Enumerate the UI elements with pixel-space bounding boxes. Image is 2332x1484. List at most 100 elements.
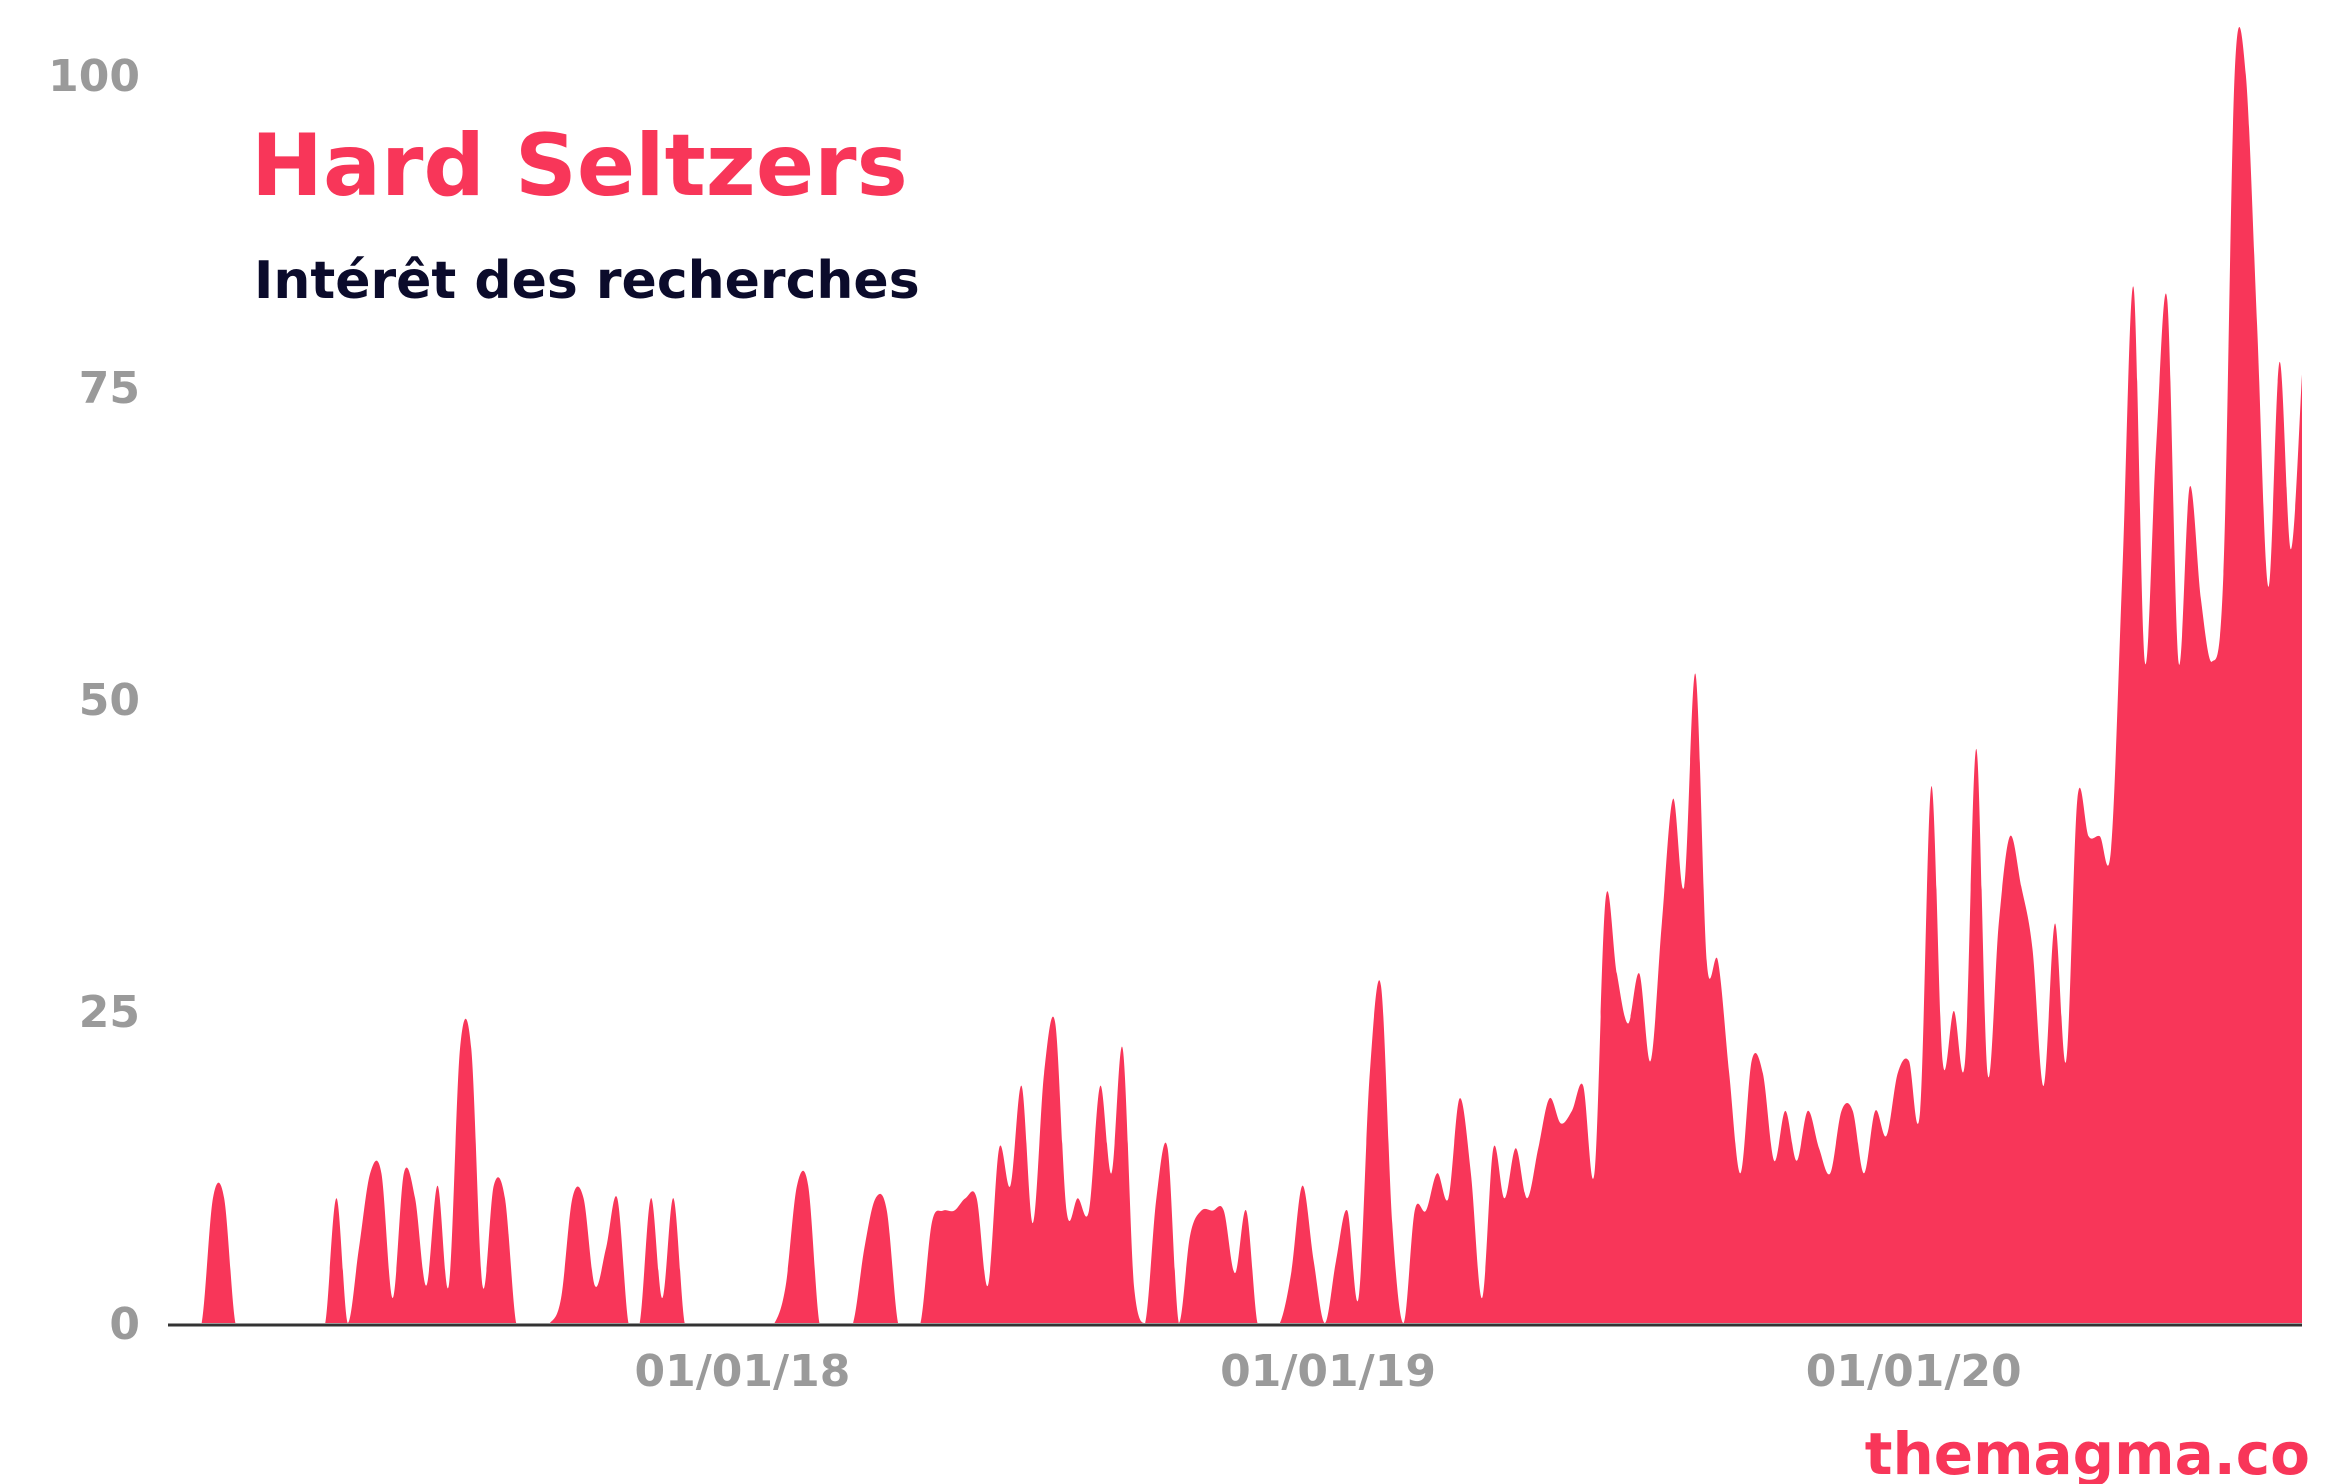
data-point bbox=[1312, 1259, 1316, 1263]
interest-area bbox=[168, 26, 2302, 1323]
data-point bbox=[1345, 1209, 1349, 1213]
data-point bbox=[2278, 360, 2282, 364]
data-point bbox=[1693, 672, 1697, 676]
data-point bbox=[1491, 1146, 1495, 1150]
data-point bbox=[806, 1184, 810, 1188]
data-point bbox=[2176, 660, 2180, 664]
data-point bbox=[1986, 1071, 1990, 1075]
data-point bbox=[1604, 897, 1608, 901]
data-point bbox=[1828, 1171, 1832, 1175]
data-point bbox=[2188, 485, 2192, 489]
data-point bbox=[874, 1196, 878, 1200]
data-point bbox=[1929, 784, 1933, 788]
data-point bbox=[1705, 959, 1709, 963]
data-point bbox=[1121, 1046, 1125, 1050]
data-point bbox=[1357, 1296, 1361, 1300]
data-point bbox=[1884, 1134, 1888, 1138]
data-point bbox=[379, 1171, 383, 1175]
data-point bbox=[1076, 1196, 1080, 1200]
data-point bbox=[2087, 834, 2091, 838]
data-point bbox=[795, 1184, 799, 1188]
x-tick-label: 01/01/19 bbox=[1220, 1346, 1436, 1397]
data-point bbox=[1188, 1234, 1192, 1238]
data-point bbox=[2221, 572, 2225, 576]
data-point bbox=[2053, 922, 2057, 926]
data-point bbox=[2042, 1084, 2046, 1088]
data-point bbox=[1244, 1209, 1248, 1213]
data-point bbox=[1817, 1146, 1821, 1150]
data-point bbox=[436, 1184, 440, 1188]
data-point bbox=[649, 1196, 653, 1200]
data-point bbox=[593, 1284, 597, 1288]
data-point bbox=[1649, 1059, 1653, 1063]
chart-title: Hard Seltzers bbox=[251, 116, 908, 216]
data-point bbox=[1581, 1084, 1585, 1088]
data-point bbox=[1166, 1146, 1170, 1150]
data-point bbox=[492, 1184, 496, 1188]
data-point bbox=[447, 1284, 451, 1288]
data-point bbox=[1042, 1071, 1046, 1075]
data-point bbox=[458, 1046, 462, 1050]
data-point bbox=[1536, 1146, 1540, 1150]
data-point bbox=[975, 1196, 979, 1200]
data-point bbox=[1873, 1109, 1877, 1113]
data-point bbox=[1637, 972, 1641, 976]
data-point bbox=[1065, 1209, 1069, 1213]
data-point bbox=[1458, 1096, 1462, 1100]
data-point bbox=[1334, 1259, 1338, 1263]
data-point bbox=[1031, 1221, 1035, 1225]
data-point bbox=[1896, 1071, 1900, 1075]
data-point bbox=[2233, 73, 2237, 77]
data-point bbox=[986, 1284, 990, 1288]
data-point bbox=[1783, 1109, 1787, 1113]
data-point bbox=[963, 1196, 967, 1200]
data-point bbox=[1300, 1184, 1304, 1188]
data-point bbox=[1424, 1209, 1428, 1213]
data-point bbox=[1435, 1171, 1439, 1175]
chart-subtitle: Intérêt des recherches bbox=[254, 251, 920, 311]
y-tick-label: 25 bbox=[79, 987, 140, 1038]
data-point bbox=[1952, 1009, 1956, 1013]
data-point bbox=[1525, 1196, 1529, 1200]
data-point bbox=[2019, 884, 2023, 888]
data-point bbox=[1368, 1071, 1372, 1075]
data-point bbox=[1446, 1196, 1450, 1200]
data-point bbox=[503, 1196, 507, 1200]
data-point bbox=[2255, 323, 2259, 327]
data-point bbox=[1559, 1121, 1563, 1125]
data-point bbox=[1547, 1096, 1551, 1100]
data-point bbox=[1682, 884, 1686, 888]
data-point bbox=[391, 1296, 395, 1300]
data-point bbox=[1211, 1209, 1215, 1213]
data-point bbox=[1570, 1109, 1574, 1113]
data-point bbox=[1738, 1171, 1742, 1175]
data-point bbox=[1918, 1109, 1922, 1113]
data-point bbox=[2064, 1059, 2068, 1063]
data-point bbox=[222, 1196, 226, 1200]
data-point bbox=[1997, 922, 2001, 926]
data-point bbox=[1750, 1059, 1754, 1063]
data-point bbox=[368, 1171, 372, 1175]
data-point bbox=[2199, 597, 2203, 601]
y-tick-label: 0 bbox=[109, 1299, 140, 1350]
data-point bbox=[997, 1146, 1001, 1150]
data-point bbox=[1503, 1196, 1507, 1200]
y-tick-label: 75 bbox=[79, 363, 140, 414]
data-point bbox=[1795, 1159, 1799, 1163]
data-point bbox=[1592, 1171, 1596, 1175]
data-point bbox=[1390, 1221, 1394, 1225]
data-point bbox=[1020, 1084, 1024, 1088]
data-point bbox=[1413, 1209, 1417, 1213]
data-point bbox=[885, 1209, 889, 1213]
data-point bbox=[952, 1209, 956, 1213]
data-point bbox=[862, 1246, 866, 1250]
data-point bbox=[1480, 1296, 1484, 1300]
data-point bbox=[1941, 1059, 1945, 1063]
data-point bbox=[2244, 73, 2248, 77]
data-point bbox=[2210, 660, 2214, 664]
data-point bbox=[2030, 947, 2034, 951]
data-point bbox=[1469, 1171, 1473, 1175]
data-point bbox=[1053, 1021, 1057, 1025]
data-point bbox=[1289, 1271, 1293, 1275]
